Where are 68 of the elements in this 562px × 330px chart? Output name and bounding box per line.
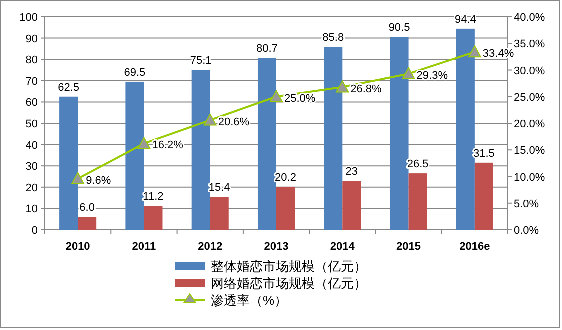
bar [324, 47, 343, 230]
data-label: 9.6% [86, 174, 112, 187]
y-tick-label: 60 [26, 97, 38, 110]
x-tick-label: 2010 [66, 241, 90, 253]
y2-tick-label: 30.0% [514, 65, 546, 78]
data-label: 6.0 [80, 202, 95, 214]
data-label: 69.5 [124, 66, 146, 79]
bar [60, 96, 78, 230]
y2-tick-label: 15.0% [514, 145, 546, 158]
bar [210, 197, 229, 230]
y-tick-label: 0 [32, 225, 38, 237]
data-label: 16.2% [152, 140, 184, 152]
x-tick-label: 2012 [198, 241, 223, 253]
y-tick-label: 40 [26, 140, 38, 152]
data-label: 29.3% [416, 70, 448, 82]
y-tick-label: 90 [26, 33, 38, 46]
legend-label: 网络婚恋市场规模（亿元） [211, 276, 367, 291]
y-tick-label: 70 [26, 76, 38, 88]
data-label: 94.4 [454, 14, 476, 26]
y2-tick-label: 25.0% [514, 92, 546, 104]
x-tick-label: 2014 [330, 241, 356, 253]
point [72, 172, 85, 184]
point [468, 46, 482, 58]
point [204, 114, 217, 126]
point [402, 67, 416, 80]
y-tick-label: 80 [26, 54, 38, 67]
y2-tick-label: 10.0% [514, 172, 546, 184]
point [138, 137, 151, 150]
legend-label: 渗透率（%） [211, 293, 288, 308]
bar [408, 174, 428, 230]
data-label: 90.5 [388, 22, 410, 34]
bar [342, 181, 362, 230]
data-label: 20.6% [218, 116, 250, 128]
data-label: 62.5 [58, 82, 80, 94]
y2-tick-label: 40.0% [514, 12, 546, 24]
y-tick-label: 20 [26, 182, 38, 194]
data-label: 33.4% [482, 48, 514, 60]
y2-tick-label: 35.0% [514, 38, 546, 51]
bar [276, 186, 296, 230]
data-label: 25.0% [284, 92, 316, 105]
data-label: 23 [346, 166, 358, 178]
y2-tick-label: 20.0% [514, 118, 546, 130]
bar [126, 82, 144, 230]
x-tick-label: 2013 [264, 241, 289, 253]
data-label: 85.8 [322, 32, 344, 44]
bar [144, 206, 163, 230]
y2-tick-label: 5.0% [514, 198, 540, 210]
y-tick-label: 100 [20, 12, 38, 24]
bar [390, 37, 409, 230]
y2-tick-label: 0.0% [514, 225, 540, 237]
point [336, 80, 350, 93]
bar [474, 162, 494, 230]
data-label: 26.8% [350, 83, 382, 96]
y-tick-label: 10 [26, 204, 38, 216]
y-tick-label: 50 [26, 118, 38, 130]
data-label: 11.2 [143, 191, 164, 204]
y-tick-label: 30 [26, 161, 38, 174]
data-label: 80.7 [256, 43, 278, 56]
bar [456, 28, 475, 230]
x-tick-label: 2016e [460, 241, 490, 253]
bar [258, 58, 276, 230]
point [270, 90, 283, 102]
bar [78, 217, 97, 230]
x-tick-label: 2011 [132, 241, 156, 253]
legend-label: 整体婚恋市场规模（亿元） [211, 259, 367, 274]
x-tick-label: 2015 [396, 241, 422, 253]
bar [192, 70, 210, 230]
data-label: 75.1 [190, 55, 212, 68]
